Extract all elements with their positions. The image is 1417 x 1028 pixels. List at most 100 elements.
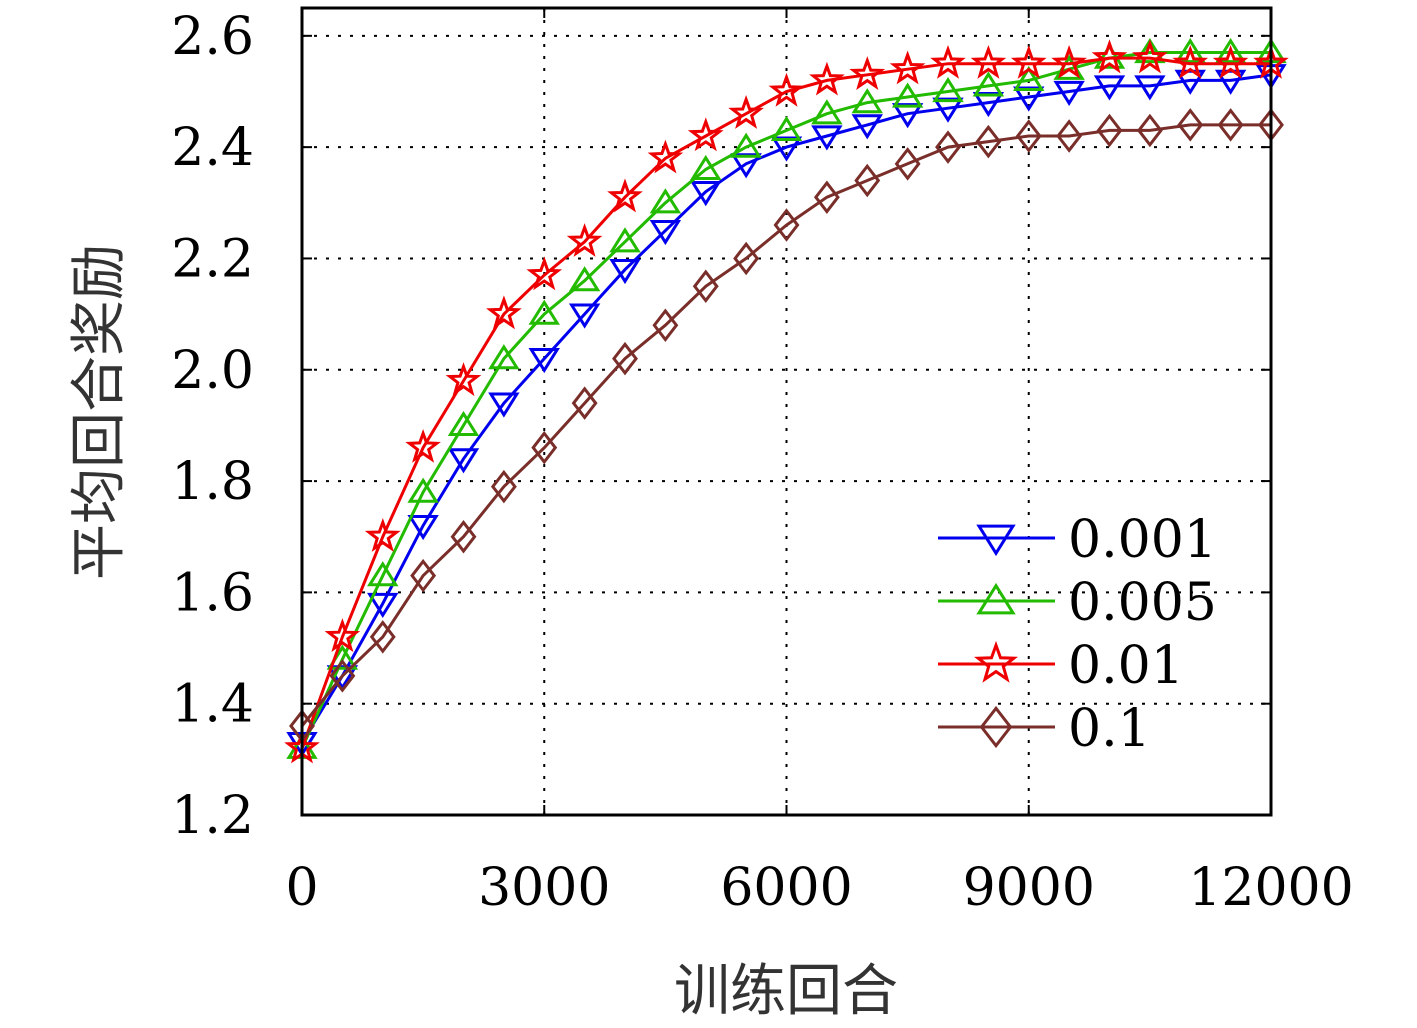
data-point: [486, 295, 522, 330]
data-point: [849, 56, 886, 91]
data-point: [369, 620, 396, 654]
x-axis-title: 训练回合: [674, 959, 898, 1024]
data-point: [609, 227, 641, 253]
legend-label: 0.005: [1068, 573, 1217, 633]
data-point: [773, 208, 800, 242]
data-point: [367, 561, 399, 587]
data-point: [1217, 108, 1244, 142]
data-point: [730, 153, 762, 179]
data-point: [1174, 37, 1206, 64]
data-point: [972, 71, 1005, 97]
legend-marker: [976, 582, 1016, 615]
x-tick-label: 6000: [720, 858, 852, 918]
y-axis-title: 平均回合奖励: [67, 244, 132, 580]
data-point: [526, 256, 563, 291]
data-point: [1132, 39, 1168, 74]
data-point: [410, 558, 437, 593]
data-point: [568, 266, 601, 292]
data-point: [1134, 37, 1166, 64]
data-point: [405, 429, 441, 463]
data-point: [1134, 75, 1166, 101]
data-point: [447, 410, 480, 437]
data-point: [1013, 65, 1045, 91]
series-0.001: [286, 64, 1287, 758]
series-layer: [284, 37, 1289, 764]
data-point: [809, 61, 845, 96]
y-tick-label: 1.2: [171, 786, 254, 846]
y-tick-label: 1.4: [171, 675, 254, 735]
data-point: [894, 147, 921, 181]
data-point: [932, 76, 964, 103]
data-point: [1136, 113, 1163, 148]
y-tick-label: 2.6: [171, 7, 254, 67]
data-point: [364, 517, 401, 552]
data-point: [1056, 119, 1083, 153]
y-tick-label: 1.6: [171, 563, 254, 623]
data-point: [568, 303, 601, 329]
data-point: [851, 114, 883, 140]
data-point: [692, 269, 719, 304]
data-point: [488, 392, 520, 418]
data-point: [609, 258, 641, 285]
data-point: [889, 50, 926, 85]
data-point: [687, 117, 724, 152]
data-point: [531, 430, 558, 465]
data-point: [571, 386, 598, 420]
data-point: [649, 188, 682, 214]
data-point: [932, 97, 964, 123]
legend-item: 0.1: [938, 699, 1151, 759]
data-point: [690, 181, 722, 207]
series-0.1: [289, 108, 1284, 743]
data-point: [490, 469, 517, 504]
data-point: [733, 241, 760, 276]
data-point: [770, 115, 803, 142]
data-point: [1212, 45, 1249, 79]
data-point: [891, 103, 924, 129]
data-point: [690, 154, 722, 180]
series-0.01: [284, 39, 1289, 764]
x-tick-label: 3000: [478, 858, 610, 918]
data-point: [647, 139, 684, 174]
legend-marker: [974, 640, 1018, 683]
data-point: [445, 362, 482, 397]
data-point: [607, 178, 643, 213]
legend-item: 0.01: [938, 636, 1184, 696]
data-point: [768, 72, 805, 107]
data-point: [652, 308, 679, 342]
data-point: [528, 299, 560, 325]
data-point: [1177, 108, 1204, 142]
data-point: [891, 82, 924, 108]
legend-label: 0.001: [1068, 510, 1217, 570]
data-point: [811, 125, 843, 151]
data-point: [367, 592, 399, 619]
data-point: [1013, 86, 1045, 112]
data-point: [447, 448, 480, 474]
legend-item: 0.005: [938, 573, 1217, 633]
data-point: [813, 180, 840, 214]
y-tick-label: 2.2: [171, 229, 254, 289]
data-point: [1053, 80, 1085, 107]
data-point: [324, 618, 361, 653]
data-point: [1015, 119, 1042, 153]
y-tick-label: 1.8: [171, 452, 254, 512]
series-line: [300, 123, 1271, 727]
series-line: [300, 56, 1271, 749]
data-point: [728, 94, 764, 129]
data-point: [1172, 45, 1209, 79]
legend-label: 0.1: [1068, 699, 1151, 759]
y-tick-label: 2.0: [171, 341, 254, 401]
series-line: [300, 73, 1272, 744]
data-point: [566, 223, 603, 257]
data-point: [1091, 39, 1128, 74]
legend-marker: [979, 705, 1013, 749]
data-point: [770, 136, 803, 162]
data-point: [811, 99, 843, 125]
x-tick-label: 0: [285, 858, 318, 918]
data-point: [407, 514, 439, 541]
data-point: [972, 92, 1005, 118]
data-point: [970, 45, 1007, 79]
legend-marker: [976, 524, 1016, 557]
data-point: [851, 88, 883, 114]
